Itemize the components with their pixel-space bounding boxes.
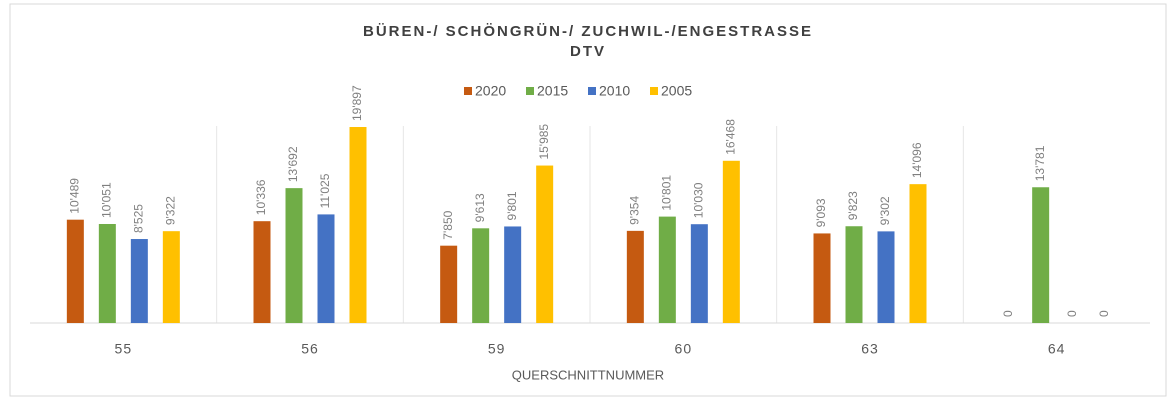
value-label: 9'302	[878, 196, 892, 225]
value-label: 10'801	[660, 175, 674, 211]
bar	[504, 226, 522, 323]
bar	[877, 231, 895, 323]
bar	[813, 233, 831, 323]
value-label: 10'051	[100, 182, 114, 218]
legend-label: 2020	[475, 83, 506, 99]
bar	[349, 127, 367, 323]
bar	[317, 214, 335, 323]
value-label: 9'093	[814, 198, 828, 227]
legend-label: 2010	[599, 83, 630, 99]
value-label: 15'985	[537, 124, 551, 160]
value-label: 0	[1097, 310, 1111, 317]
value-label: 9'322	[164, 196, 178, 225]
bar	[626, 230, 644, 323]
bar	[690, 224, 708, 323]
bar	[909, 184, 927, 323]
value-label: 13'692	[286, 146, 300, 182]
chart-title: BÜREN-/ SCHÖNGRÜN-/ ZUCHWIL-/ENGESTRASSE	[363, 23, 813, 40]
legend-label: 2005	[661, 83, 692, 99]
legend-label: 2015	[537, 83, 568, 99]
bar	[658, 216, 676, 323]
x-tick-label: 60	[675, 341, 693, 357]
value-label: 11'025	[318, 173, 332, 208]
bar	[162, 231, 180, 323]
value-label: 7'850	[441, 210, 455, 239]
bar	[130, 239, 148, 323]
value-label: 19'897	[350, 85, 364, 121]
value-label: 13'781	[1033, 145, 1047, 181]
bar	[1032, 187, 1050, 323]
value-label: 10'336	[254, 179, 268, 215]
bar	[253, 221, 271, 323]
value-label: 9'613	[473, 193, 487, 222]
legend-swatch	[588, 87, 596, 95]
bar	[472, 228, 490, 323]
bar	[722, 160, 740, 323]
x-tick-label: 63	[861, 341, 879, 357]
legend-swatch	[526, 87, 534, 95]
chart-subtitle: DTV	[570, 43, 606, 60]
bar	[285, 188, 303, 323]
value-label: 10'030	[692, 182, 706, 218]
value-label: 16'468	[724, 119, 738, 155]
legend-swatch	[650, 87, 658, 95]
value-label: 9'354	[628, 196, 642, 225]
x-tick-label: 56	[301, 341, 319, 357]
value-label: 14'096	[910, 142, 924, 178]
x-tick-label: 55	[115, 341, 133, 357]
bar	[845, 226, 863, 323]
value-label: 9'801	[505, 191, 519, 220]
value-label: 10'489	[68, 178, 82, 214]
x-axis-label: QUERSCHNITTNUMMER	[512, 367, 664, 382]
bar	[66, 219, 84, 323]
bar	[98, 223, 116, 323]
value-label: 8'525	[132, 204, 146, 233]
legend-swatch	[464, 87, 472, 95]
x-tick-label: 59	[488, 341, 506, 357]
bar	[536, 165, 554, 323]
x-tick-label: 64	[1048, 341, 1066, 357]
chart-frame	[9, 3, 1167, 397]
bar	[440, 245, 458, 323]
value-label: 0	[1065, 310, 1079, 317]
value-label: 0	[1001, 310, 1015, 317]
value-label: 9'823	[846, 191, 860, 220]
